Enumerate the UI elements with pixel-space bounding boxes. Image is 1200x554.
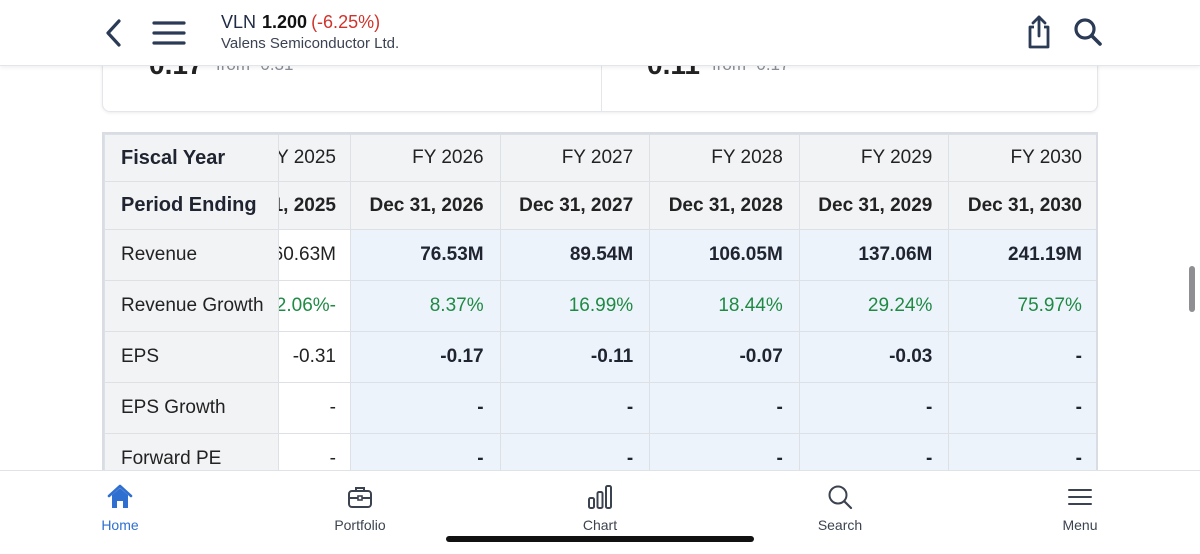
table-cell: Dec 31, 2028 bbox=[649, 181, 800, 230]
forecast-table-container[interactable]: Fiscal Year FY 2025 FY 2026 FY 2027 FY 2… bbox=[102, 132, 1098, 472]
briefcase-icon bbox=[348, 487, 372, 508]
table-cell: - bbox=[948, 382, 1096, 434]
table-row: Fiscal Year FY 2025 FY 2026 FY 2027 FY 2… bbox=[104, 134, 1096, 182]
table-cell: -0.07 bbox=[649, 331, 800, 383]
table-cell: FY 2030 bbox=[948, 134, 1096, 182]
home-indicator bbox=[446, 536, 754, 542]
table-cell: 89.54M bbox=[499, 229, 651, 281]
forecast-table: Fiscal Year FY 2025 FY 2026 FY 2027 FY 2… bbox=[104, 134, 1096, 472]
table-cell: -0.03 bbox=[798, 331, 950, 383]
table-cell: - bbox=[948, 331, 1096, 383]
row-label: Fiscal Year bbox=[104, 134, 279, 182]
table-cell: - bbox=[278, 433, 351, 472]
table-cell: - bbox=[798, 382, 950, 434]
ticker-quote: VLN 1.200 (-6.25%) bbox=[221, 12, 380, 33]
table-cell: 16.99% bbox=[499, 280, 651, 332]
price-change: (-6.25%) bbox=[311, 12, 381, 32]
table-cell: FY 2026 bbox=[350, 134, 501, 182]
back-icon bbox=[106, 19, 121, 47]
back-button[interactable] bbox=[96, 14, 132, 52]
table-cell: 8.37% bbox=[350, 280, 501, 332]
nav-chart-label: Chart bbox=[582, 517, 618, 533]
row-label: Forward PE bbox=[104, 433, 279, 472]
table-cell: 18.44% bbox=[649, 280, 800, 332]
ticker-symbol: VLN bbox=[221, 12, 257, 32]
company-name: Valens Semiconductor Ltd. bbox=[221, 35, 400, 52]
nav-menu[interactable]: Menu bbox=[1025, 483, 1135, 533]
hamburger-menu-icon bbox=[152, 21, 186, 45]
table-row: Revenue Growth -42.06% 8.37% 16.99% 18.4… bbox=[104, 280, 1096, 332]
home-icon bbox=[107, 484, 133, 508]
table-cell: -0.17 bbox=[350, 331, 501, 383]
vertical-scrollbar[interactable] bbox=[1189, 266, 1195, 312]
row-label: Period Ending bbox=[104, 181, 279, 230]
table-cell: FY 2028 bbox=[649, 134, 800, 182]
nav-portfolio-label: Portfolio bbox=[334, 517, 386, 533]
table-cell: 241.19M bbox=[948, 229, 1096, 281]
header-search-button[interactable] bbox=[1068, 12, 1108, 52]
table-cell: FY 2029 bbox=[798, 134, 950, 182]
table-cell: 76.53M bbox=[350, 229, 501, 281]
table-cell: 106.05M bbox=[649, 229, 800, 281]
table-cell: Dec 31, 2027 bbox=[499, 181, 651, 230]
nav-search-label: Search bbox=[817, 517, 863, 533]
row-label: EPS Growth bbox=[104, 382, 279, 434]
share-button[interactable] bbox=[1020, 10, 1058, 54]
table-cell: FY 2027 bbox=[499, 134, 651, 182]
search-icon bbox=[828, 485, 853, 510]
table-cell: Dec 31, 2029 bbox=[798, 181, 950, 230]
nav-search[interactable]: Search bbox=[785, 483, 895, 533]
stock-price: 1.200 bbox=[262, 12, 308, 32]
nav-home-label: Home bbox=[101, 517, 139, 533]
table-row: EPS Growth - - - - - - bbox=[104, 382, 1096, 434]
table-row: Forward PE - - - - - - bbox=[104, 433, 1096, 472]
row-label: Revenue bbox=[104, 229, 279, 281]
table-cell: -0.31 bbox=[278, 331, 351, 383]
table-cell: - bbox=[649, 433, 800, 472]
table-cell: -42.06% bbox=[278, 280, 351, 332]
table-cell: - bbox=[798, 433, 950, 472]
table-cell: - bbox=[499, 433, 651, 472]
row-label: Revenue Growth bbox=[104, 280, 279, 332]
table-cell: Dec 31, 2026 bbox=[350, 181, 501, 230]
table-cell: 60.63M bbox=[278, 229, 351, 281]
table-cell: Dec 31, 2030 bbox=[948, 181, 1096, 230]
nav-home[interactable]: Home bbox=[65, 483, 175, 533]
table-cell: - bbox=[350, 433, 501, 472]
table-cell: - bbox=[499, 382, 651, 434]
hamburger-menu-icon bbox=[1068, 489, 1092, 505]
table-cell: FY 2025 bbox=[278, 134, 351, 182]
search-icon bbox=[1074, 18, 1102, 46]
table-cell: -0.11 bbox=[499, 331, 651, 383]
menu-button[interactable] bbox=[148, 14, 190, 52]
table-cell: - bbox=[278, 382, 351, 434]
card-divider bbox=[601, 41, 602, 111]
table-cell: - bbox=[948, 433, 1096, 472]
nav-portfolio[interactable]: Portfolio bbox=[305, 483, 415, 533]
table-cell: Dec 31, 2025 bbox=[278, 181, 351, 230]
app-header: VLN 1.200 (-6.25%) Valens Semiconductor Lt… bbox=[0, 0, 1200, 66]
share-icon bbox=[1028, 15, 1050, 49]
nav-chart[interactable]: Chart bbox=[545, 483, 655, 533]
table-cell: - bbox=[649, 382, 800, 434]
table-cell: 137.06M bbox=[798, 229, 950, 281]
table-cell: - bbox=[350, 382, 501, 434]
table-row: Period Ending Dec 31, 2025 Dec 31, 2026 … bbox=[104, 181, 1096, 230]
table-row: Revenue 60.63M 76.53M 89.54M 106.05M 137… bbox=[104, 229, 1096, 281]
table-cell: 29.24% bbox=[798, 280, 950, 332]
row-label: EPS bbox=[104, 331, 279, 383]
nav-menu-label: Menu bbox=[1062, 517, 1098, 533]
table-row: EPS -0.31 -0.17 -0.11 -0.07 -0.03 - bbox=[104, 331, 1096, 383]
bar-chart-icon bbox=[588, 485, 612, 509]
table-cell: 75.97% bbox=[948, 280, 1096, 332]
